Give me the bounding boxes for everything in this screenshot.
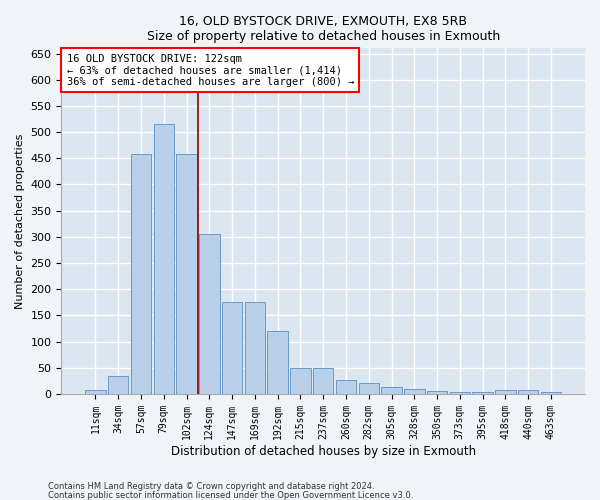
Bar — [336, 380, 356, 394]
Bar — [518, 390, 538, 394]
Bar — [290, 368, 311, 394]
Bar — [472, 392, 493, 394]
Bar — [199, 234, 220, 394]
Bar — [495, 390, 515, 394]
Text: 16 OLD BYSTOCK DRIVE: 122sqm
← 63% of detached houses are smaller (1,414)
36% of: 16 OLD BYSTOCK DRIVE: 122sqm ← 63% of de… — [67, 54, 354, 86]
Bar — [154, 124, 174, 394]
Y-axis label: Number of detached properties: Number of detached properties — [15, 134, 25, 309]
Bar — [359, 384, 379, 394]
Text: Contains HM Land Registry data © Crown copyright and database right 2024.: Contains HM Land Registry data © Crown c… — [48, 482, 374, 491]
Bar — [245, 302, 265, 394]
Title: 16, OLD BYSTOCK DRIVE, EXMOUTH, EX8 5RB
Size of property relative to detached ho: 16, OLD BYSTOCK DRIVE, EXMOUTH, EX8 5RB … — [146, 15, 500, 43]
Bar — [268, 331, 288, 394]
Bar — [176, 154, 197, 394]
Bar — [222, 302, 242, 394]
Bar — [381, 387, 402, 394]
Bar — [541, 392, 561, 394]
Bar — [404, 390, 425, 394]
Bar — [108, 376, 128, 394]
Bar — [85, 390, 106, 394]
X-axis label: Distribution of detached houses by size in Exmouth: Distribution of detached houses by size … — [170, 444, 476, 458]
Bar — [449, 392, 470, 394]
Bar — [131, 154, 151, 394]
Text: Contains public sector information licensed under the Open Government Licence v3: Contains public sector information licen… — [48, 490, 413, 500]
Bar — [427, 392, 448, 394]
Bar — [313, 368, 334, 394]
